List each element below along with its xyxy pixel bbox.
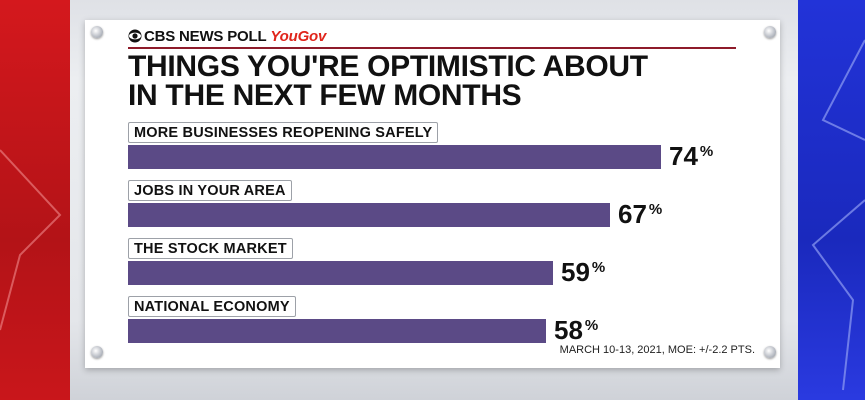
poll-logo: CBS NEWS POLL YouGov [128, 28, 326, 45]
footnote: MARCH 10-13, 2021, MOE: +/-2.2 PTS. [559, 344, 755, 356]
screw-icon [91, 26, 103, 38]
star-outline-left-icon [0, 149, 62, 331]
bar [128, 261, 553, 285]
chart-title-line-1: THINGS YOU'RE OPTIMISTIC ABOUT [128, 50, 648, 83]
category-label: MORE BUSINESSES REOPENING SAFELY [128, 122, 439, 143]
value-label: 67% [618, 199, 663, 229]
value-label: 74% [669, 141, 714, 171]
value-label: 58% [554, 315, 599, 345]
category-label: THE STOCK MARKET [128, 238, 293, 259]
chart-title: THINGS YOU'RE OPTIMISTIC ABOUT IN THE NE… [128, 50, 648, 112]
red-background [0, 0, 78, 400]
value-label: 59% [561, 257, 606, 287]
screw-icon [764, 26, 776, 38]
bar [128, 319, 546, 343]
bar [128, 145, 661, 169]
network-name: CBS NEWS POLL [144, 28, 267, 45]
cbs-eye-icon [128, 29, 142, 43]
category-label: JOBS IN YOUR AREA [128, 180, 292, 201]
chart-title-line-2: IN THE NEXT FEW MONTHS [128, 79, 522, 112]
star-outline-right-icon [811, 39, 865, 391]
blue-background [793, 0, 865, 400]
category-label: NATIONAL ECONOMY [128, 296, 296, 317]
bar [128, 203, 610, 227]
screw-icon [91, 346, 103, 358]
partner-name: YouGov [270, 28, 327, 45]
header-rule [128, 47, 736, 49]
screw-icon [764, 346, 776, 358]
